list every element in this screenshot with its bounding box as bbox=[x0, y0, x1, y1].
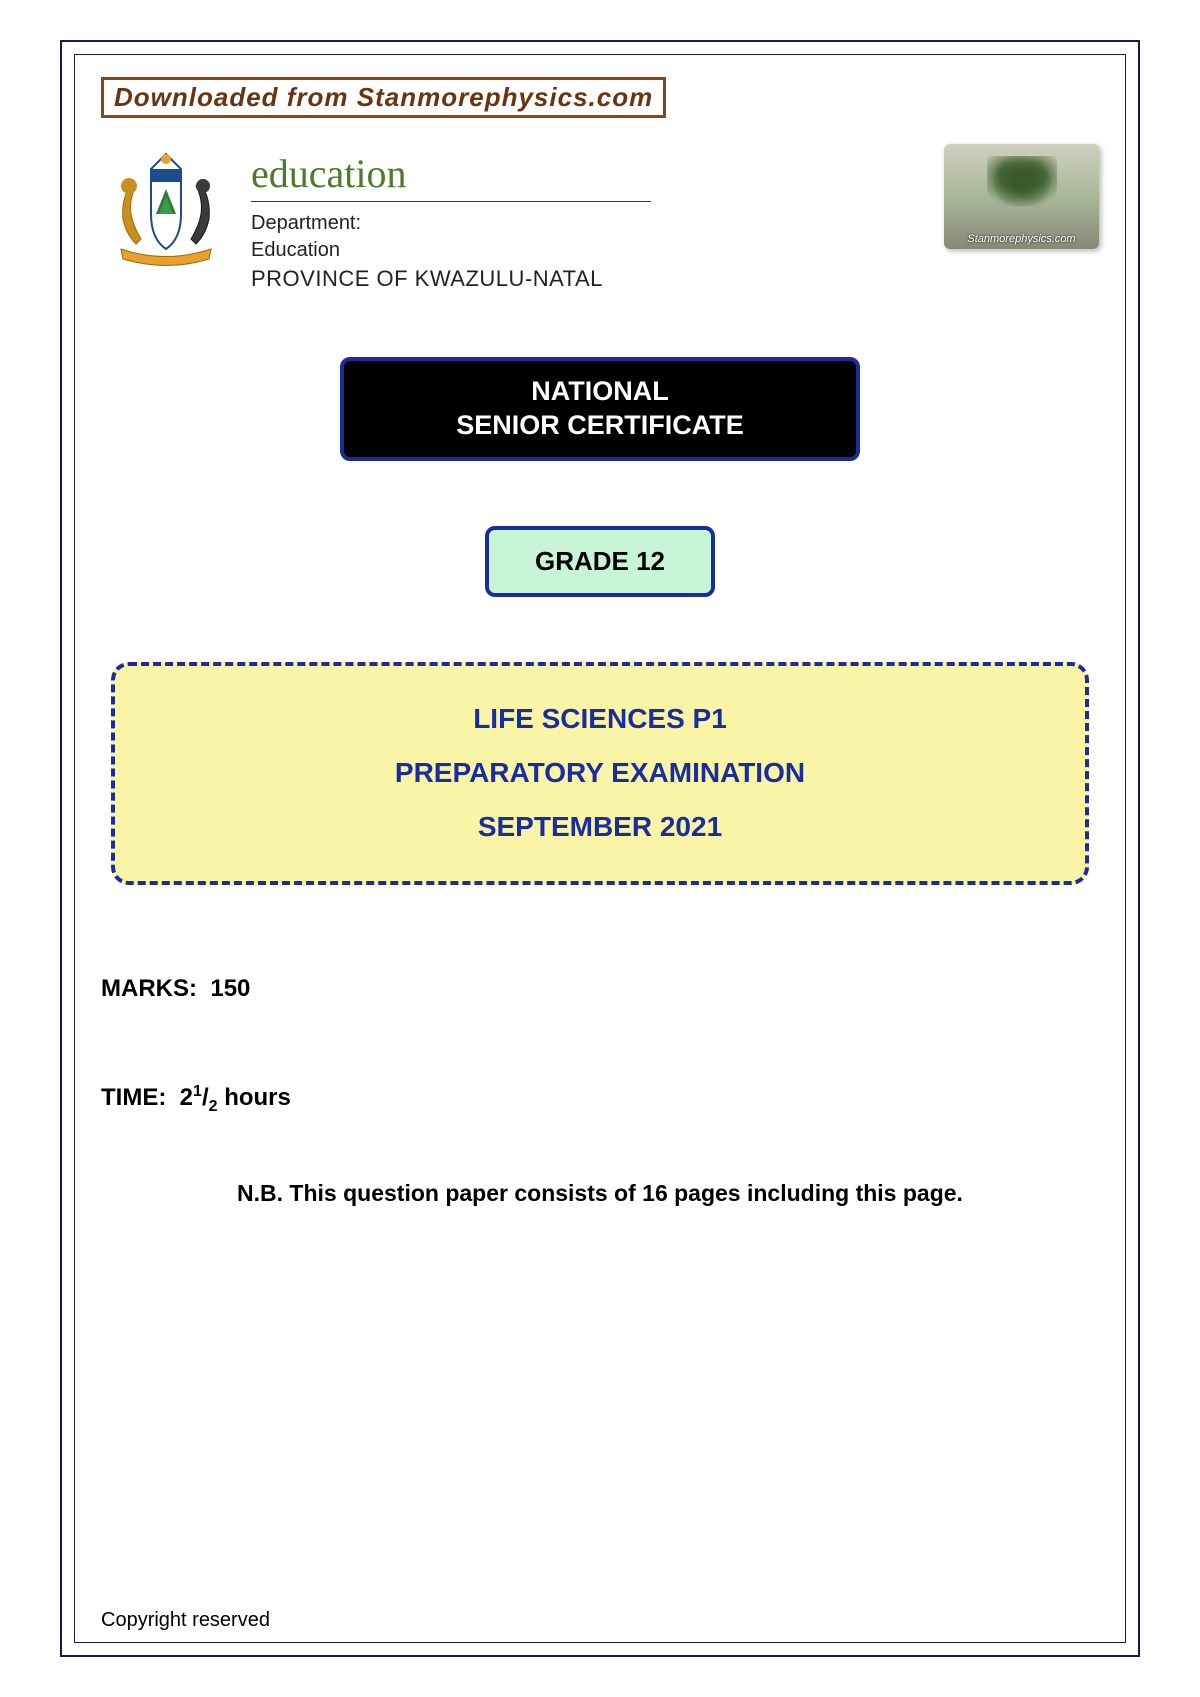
spacer bbox=[145, 737, 1055, 755]
department-label: Department: bbox=[251, 212, 651, 235]
time-numerator: 1 bbox=[193, 1083, 202, 1100]
national-line2: SENIOR CERTIFICATE bbox=[358, 409, 842, 443]
page-inner-frame: Downloaded from Stanmorephysics.com educ bbox=[74, 54, 1126, 1643]
stanmore-badge-label: Stanmorephysics.com bbox=[967, 233, 1075, 249]
grade-box: GRADE 12 bbox=[485, 526, 715, 597]
grade-text: GRADE 12 bbox=[505, 546, 695, 577]
nb-line: N.B. This question paper consists of 16 … bbox=[101, 1180, 1099, 1207]
province-name: PROVINCE OF KWAZULU-NATAL bbox=[251, 266, 651, 292]
exam-title-box: LIFE SCIENCES P1 PREPARATORY EXAMINATION… bbox=[111, 662, 1089, 885]
coat-of-arms-icon bbox=[101, 144, 231, 274]
national-certificate-box: NATIONAL SENIOR CERTIFICATE bbox=[340, 357, 860, 461]
marks-label: MARKS: bbox=[101, 975, 197, 1002]
exam-line3: SEPTEMBER 2021 bbox=[145, 809, 1055, 845]
page-outer-frame: Downloaded from Stanmorephysics.com educ bbox=[60, 40, 1140, 1657]
education-text-block: education Department: Education PROVINCE… bbox=[251, 144, 651, 292]
education-title: education bbox=[251, 150, 651, 202]
marks-section: MARKS: 150 TIME: 21/2 hours N.B. This qu… bbox=[101, 975, 1099, 1208]
time-line: TIME: 21/2 hours bbox=[101, 1083, 1099, 1116]
time-denominator: 2 bbox=[209, 1097, 218, 1114]
download-banner: Downloaded from Stanmorephysics.com bbox=[101, 77, 666, 118]
marks-value: 150 bbox=[210, 975, 250, 1002]
copyright-footer: Copyright reserved bbox=[101, 1609, 270, 1632]
exam-line2: PREPARATORY EXAMINATION bbox=[145, 755, 1055, 791]
national-line1: NATIONAL bbox=[358, 375, 842, 409]
stanmore-badge-icon: Stanmorephysics.com bbox=[944, 144, 1099, 249]
logo-block: education Department: Education PROVINCE… bbox=[101, 144, 651, 292]
time-label: TIME: bbox=[101, 1084, 166, 1111]
header-row: education Department: Education PROVINCE… bbox=[101, 144, 1099, 292]
time-whole: 2 bbox=[180, 1084, 193, 1111]
exam-line1: LIFE SCIENCES P1 bbox=[145, 701, 1055, 737]
spacer bbox=[145, 791, 1055, 809]
marks-line: MARKS: 150 bbox=[101, 975, 1099, 1003]
time-unit: hours bbox=[224, 1084, 291, 1111]
department-name: Education bbox=[251, 239, 651, 262]
